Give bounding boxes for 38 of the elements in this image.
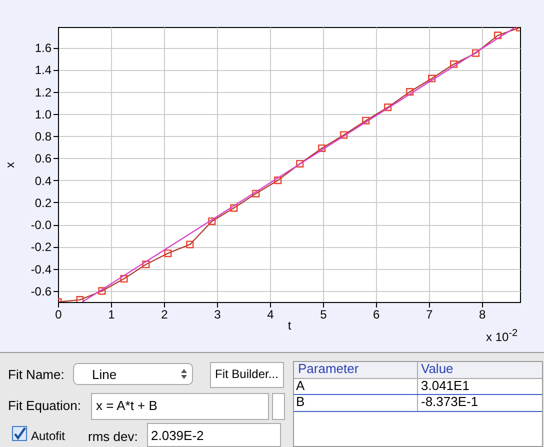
x-tick-label: 1	[108, 308, 116, 322]
y-tick-label: 1.2	[34, 85, 52, 100]
x-tick-label: 5	[320, 308, 328, 322]
x-tick-label: 7	[426, 308, 434, 322]
x-tick-label: 2	[161, 308, 168, 322]
y-tick-label: 1.0	[34, 107, 52, 122]
y-tick-label: 0.6	[34, 152, 52, 166]
text: rms dev:	[88, 429, 138, 444]
y-tick-label: 1.4	[34, 63, 52, 78]
x-tick-label: 0	[55, 308, 62, 322]
y-tick-label: 0.2	[34, 196, 52, 210]
y-tick-label: -0.2	[30, 240, 52, 254]
text: Parameter	[298, 361, 359, 376]
y-tick-label: 0.8	[34, 130, 52, 144]
x-axis-title: t	[288, 318, 292, 332]
text: 3.041E1	[421, 378, 470, 393]
text: x = A*t + B	[96, 398, 158, 413]
text: B	[296, 394, 305, 409]
text: Fit Equation:	[8, 398, 81, 413]
text: Autofit	[31, 429, 66, 443]
text: Fit Builder...	[215, 367, 278, 381]
text: 2.039E-2	[151, 428, 204, 443]
text: Value	[421, 361, 454, 376]
y-tick-label: 0.4	[34, 174, 52, 188]
y-axis-title: x	[2, 162, 17, 168]
text: Fit Name:	[8, 367, 64, 382]
y-tick-label: -0.0	[30, 218, 52, 232]
x-tick-label: 6	[373, 308, 380, 322]
x-tick-label: 4	[267, 308, 274, 322]
x-tick-label: 3	[214, 308, 222, 322]
text: -8.373E-1	[421, 394, 478, 409]
y-tick-label: -0.4	[30, 262, 52, 276]
y-tick-label: -0.6	[30, 284, 52, 298]
text: A	[296, 378, 305, 393]
text: x 10$^{-2}$	[486, 328, 518, 344]
x-tick-label: 8	[479, 308, 486, 322]
y-tick-label: 1.6	[34, 41, 52, 56]
text: Line	[92, 367, 117, 382]
